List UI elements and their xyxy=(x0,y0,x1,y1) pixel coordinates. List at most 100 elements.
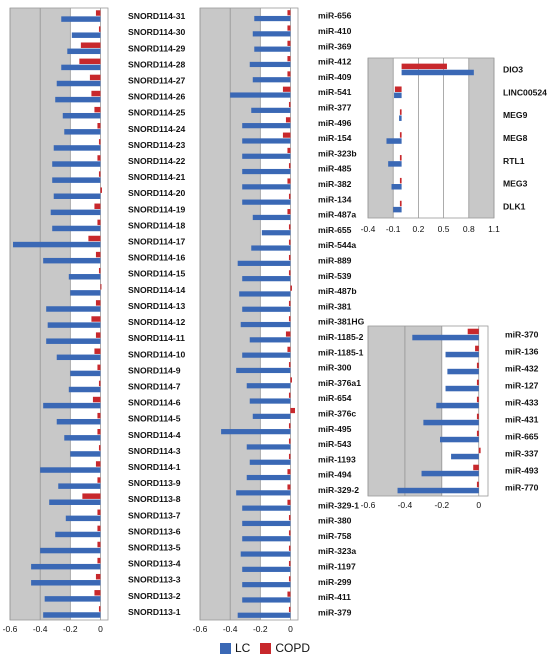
snord-panel: SNORD114-31SNORD114-30SNORD114-29SNORD11… xyxy=(3,7,186,634)
bar-lc xyxy=(62,112,101,119)
bar-lc xyxy=(55,96,101,103)
category-label: miR-299 xyxy=(318,577,352,587)
bar-copd xyxy=(282,132,291,138)
category-label: SNORD113-2 xyxy=(128,591,181,601)
category-label: SNORD114-11 xyxy=(128,333,185,343)
bar-lc xyxy=(58,483,101,489)
legend-swatch-lc xyxy=(220,642,231,654)
category-label: miR-539 xyxy=(318,271,352,281)
category-label: SNORD114-18 xyxy=(128,220,186,230)
bar-copd xyxy=(287,591,291,597)
bar-copd xyxy=(98,171,101,177)
category-label: SNORD114-22 xyxy=(128,156,186,166)
bar-lc xyxy=(252,31,291,37)
category-label: SNORD114-24 xyxy=(128,124,186,134)
bar-copd xyxy=(288,545,291,551)
mir-panel-small: miR-370 miR-136 miR-432 miR-127 miR-433 miR-4… xyxy=(361,325,539,510)
bar-copd xyxy=(100,187,102,193)
bar-copd xyxy=(478,447,481,454)
category-label: miR-655 xyxy=(318,225,352,235)
category-label: DIO3 xyxy=(503,64,523,74)
bar-copd xyxy=(94,106,101,113)
category-label: miR-431 xyxy=(505,415,539,425)
bar-lc xyxy=(401,69,474,76)
bar-lc xyxy=(242,153,291,159)
bar-lc xyxy=(236,367,291,374)
plot-frame xyxy=(9,7,109,621)
bar-lc xyxy=(43,402,101,409)
bar-copd xyxy=(97,155,101,161)
category-label: miR-300 xyxy=(318,363,352,373)
bar-lc xyxy=(239,291,291,297)
category-label: SNORD114-4 xyxy=(128,430,181,440)
category-label: miR-323b xyxy=(318,148,357,158)
bar-lc xyxy=(252,413,291,419)
bar-lc xyxy=(43,612,101,618)
bar-lc xyxy=(451,453,479,460)
category-label: SNORD114-16 xyxy=(128,253,186,263)
bar-copd xyxy=(288,193,291,199)
bar-copd xyxy=(88,235,101,242)
bar-copd xyxy=(97,429,101,435)
bar-lc xyxy=(240,321,291,328)
bar-lc xyxy=(44,596,101,602)
bar-copd xyxy=(95,300,101,306)
bar-lc xyxy=(221,429,291,435)
bar-copd xyxy=(288,362,291,368)
category-label: miR-1185-1 xyxy=(318,347,364,357)
bar-lc xyxy=(242,306,291,312)
plot-frame xyxy=(199,7,299,621)
bar-copd xyxy=(290,377,292,383)
bar-copd xyxy=(287,71,291,77)
bar-copd xyxy=(287,209,291,215)
bar-lc xyxy=(242,276,291,282)
bar-copd xyxy=(98,267,101,274)
category-label: SNORD113-8 xyxy=(128,494,181,504)
bar-copd xyxy=(287,25,291,31)
bar-lc xyxy=(242,505,291,511)
bar-lc xyxy=(70,370,101,377)
bar-copd xyxy=(290,407,295,414)
category-label: miR-381HG xyxy=(318,317,365,327)
bar-copd xyxy=(288,254,291,261)
bar-copd xyxy=(288,515,291,521)
bar-lc xyxy=(246,383,291,389)
bar-copd xyxy=(290,285,292,291)
category-label: SNORD113-6 xyxy=(128,526,181,536)
bar-lc xyxy=(68,274,101,280)
category-label: SNORD114-29 xyxy=(128,43,186,53)
tick-label: -0.2 xyxy=(253,624,268,634)
bar-lc xyxy=(246,444,291,450)
bar-lc xyxy=(43,257,101,264)
bar-lc xyxy=(56,80,101,87)
bar-copd xyxy=(92,396,101,403)
category-label: miR-329-1 xyxy=(318,500,359,510)
category-label: SNORD114-9 xyxy=(128,365,181,375)
imprinted-genes-panel: DIO3 LINC00524 MEG9 MEG8 RTL1 MEG3 DLK1 -0.4 -0.… xyxy=(361,57,547,234)
category-label: miR-329-2 xyxy=(318,485,359,495)
bar-lc xyxy=(31,580,101,586)
tick-label: -0.6 xyxy=(361,500,376,510)
category-label: miR-382 xyxy=(318,179,352,189)
bar-lc xyxy=(236,490,291,496)
category-label: LINC00524 xyxy=(503,87,547,97)
bar-copd xyxy=(399,177,402,184)
bar-lc xyxy=(55,531,101,538)
mir-panel-main: miR-656 miR-410 miR-369 miR-412 miR-409 miR-5… xyxy=(193,7,365,634)
tick-label: -0.2 xyxy=(435,500,450,510)
category-label: SNORD114-12 xyxy=(128,317,186,327)
category-label: DLK1 xyxy=(503,202,526,212)
category-label: miR-656 xyxy=(318,11,352,21)
bar-lc xyxy=(249,398,291,404)
bar-copd xyxy=(94,590,101,596)
bar-copd xyxy=(97,541,101,548)
bar-copd xyxy=(97,557,101,564)
bar-lc xyxy=(64,435,101,441)
bar-lc xyxy=(242,352,291,358)
category-label: miR-1193 xyxy=(318,454,356,464)
category-label: SNORD114-5 xyxy=(128,414,181,424)
bar-lc xyxy=(53,145,101,151)
bar-lc xyxy=(393,206,402,213)
bar-lc xyxy=(252,214,291,221)
